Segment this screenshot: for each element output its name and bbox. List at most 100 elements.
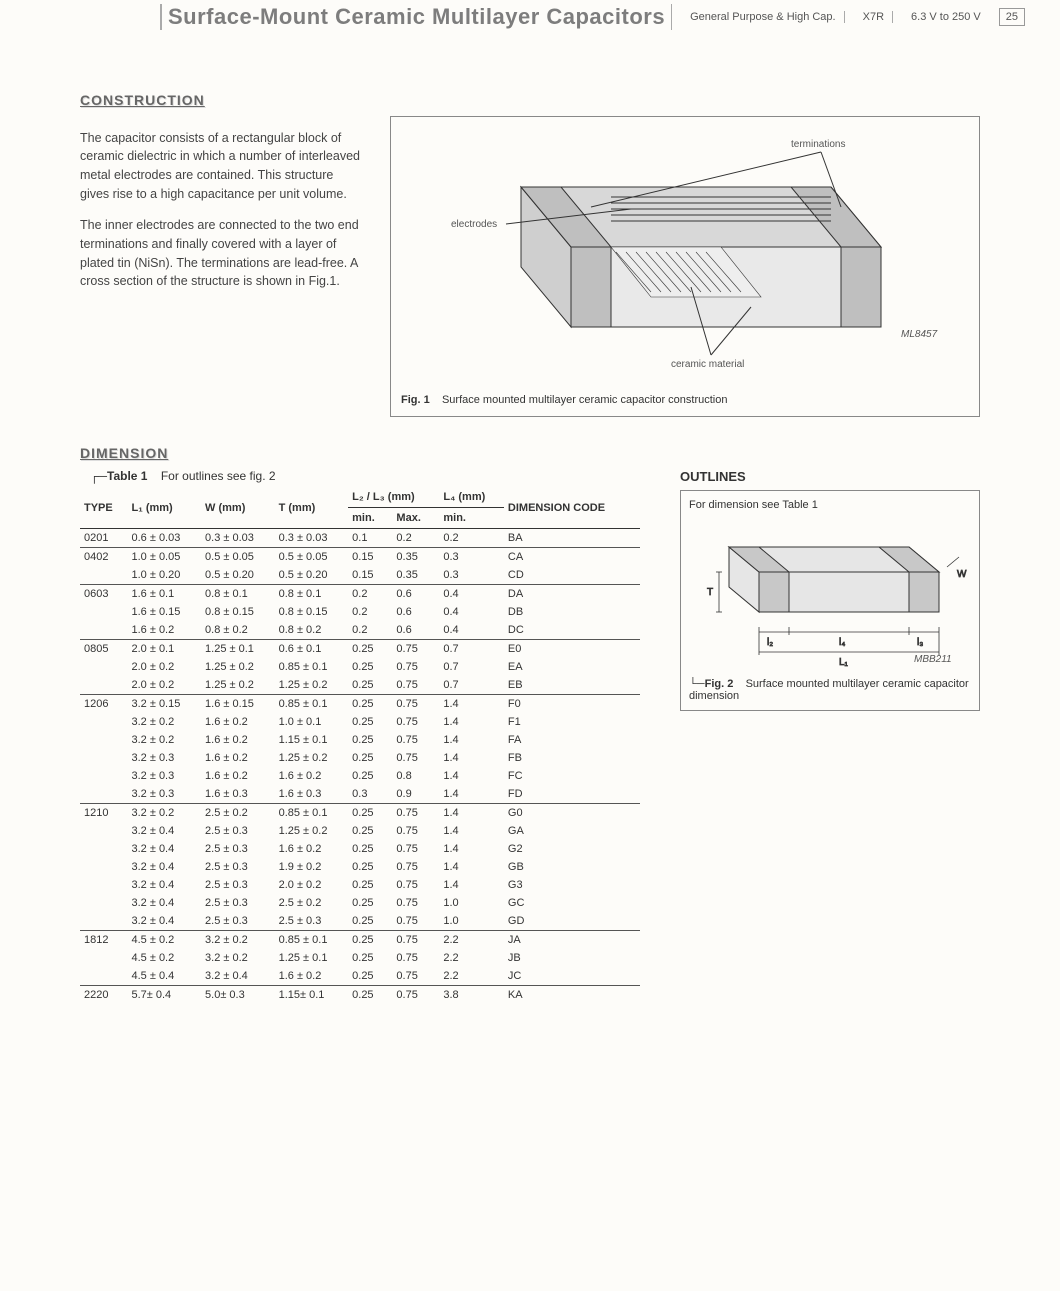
table-cell: 0.7 [439, 676, 504, 695]
th-type: TYPE [80, 487, 128, 529]
table-row: 1.0 ± 0.200.5 ± 0.200.5 ± 0.200.150.350.… [80, 566, 640, 585]
table-cell: 0.3 [439, 566, 504, 585]
table-cell: 4.5 ± 0.4 [128, 967, 202, 986]
table-cell: 1.4 [439, 840, 504, 858]
table-cell: 0.6 ± 0.03 [128, 529, 202, 548]
th-l23: L₂ / L₃ (mm) [348, 487, 439, 508]
th-t: T (mm) [275, 487, 349, 529]
table-cell: 2.5 ± 0.3 [201, 912, 275, 931]
th-l1: L₁ (mm) [128, 487, 202, 529]
table-cell: 0.8 ± 0.1 [201, 585, 275, 604]
table-row: 1.6 ± 0.150.8 ± 0.150.8 ± 0.150.20.60.4D… [80, 603, 640, 621]
svg-text:T: T [707, 587, 713, 598]
table-cell: 0.25 [348, 749, 392, 767]
table-cell: 0.2 [348, 585, 392, 604]
table-row: 3.2 ± 0.42.5 ± 0.31.25 ± 0.20.250.751.4G… [80, 822, 640, 840]
table-cell: 0.25 [348, 912, 392, 931]
table-cell: 0.75 [392, 986, 439, 1005]
table-cell: 5.7± 0.4 [128, 986, 202, 1005]
table-cell [80, 566, 128, 585]
table-cell: 2.5 ± 0.2 [201, 804, 275, 823]
table-cell: 3.2 ± 0.15 [128, 695, 202, 714]
table-cell: 1.6 ± 0.2 [128, 621, 202, 640]
table-cell: FA [504, 731, 640, 749]
table-cell: 0.8 ± 0.15 [275, 603, 349, 621]
table-cell: 1.6 ± 0.2 [275, 967, 349, 986]
table-cell: 0.75 [392, 858, 439, 876]
table-cell: 0.35 [392, 566, 439, 585]
table-row: 3.2 ± 0.31.6 ± 0.21.25 ± 0.20.250.751.4F… [80, 749, 640, 767]
table-row: 3.2 ± 0.21.6 ± 0.21.0 ± 0.10.250.751.4F1 [80, 713, 640, 731]
table-cell: 0.6 [392, 621, 439, 640]
table-cell [80, 658, 128, 676]
table-cell: 0.75 [392, 822, 439, 840]
table-cell: 0.25 [348, 676, 392, 695]
table-cell: 2.2 [439, 931, 504, 950]
table-cell: 0.25 [348, 858, 392, 876]
table-cell: 0201 [80, 529, 128, 548]
header-title: Surface-Mount Ceramic Multilayer Capacit… [160, 4, 672, 30]
table-cell: 0.5 ± 0.05 [201, 548, 275, 567]
table-cell: 2.5 ± 0.3 [201, 822, 275, 840]
table-cell: 0.25 [348, 894, 392, 912]
table-cell: 1.6 ± 0.3 [275, 785, 349, 804]
table-cell: 1.6 ± 0.2 [201, 713, 275, 731]
page-header: Surface-Mount Ceramic Multilayer Capacit… [0, 0, 1060, 32]
table-cell: 1210 [80, 804, 128, 823]
table-cell: 0.1 [348, 529, 392, 548]
dimension-row: ┌─Table 1 For outlines see fig. 2 TYPE L… [80, 469, 980, 1004]
table-cell: 0.75 [392, 695, 439, 714]
table-cell: 3.2 ± 0.2 [201, 949, 275, 967]
table-cell: EB [504, 676, 640, 695]
table-cell: 2.5 ± 0.3 [275, 912, 349, 931]
table-cell: 0.75 [392, 804, 439, 823]
fig1-code: ML8457 [901, 329, 938, 340]
svg-text:l₃: l₃ [917, 637, 923, 648]
table-cell: 0.75 [392, 967, 439, 986]
construction-row: The capacitor consists of a rectangular … [80, 116, 980, 417]
figure-2-svg: T W l₂ l₄ l₃ L₁ [689, 517, 969, 667]
svg-text:l₄: l₄ [839, 637, 845, 648]
fig1-label-electrodes: electrodes [451, 219, 497, 230]
table-cell: 1.4 [439, 858, 504, 876]
table-cell: E0 [504, 640, 640, 659]
table-cell: 3.2 ± 0.2 [201, 931, 275, 950]
table-cell: 1.0 [439, 894, 504, 912]
table-cell: 0603 [80, 585, 128, 604]
table-cell: FC [504, 767, 640, 785]
construction-para1: The capacitor consists of a rectangular … [80, 129, 360, 204]
outlines-area: OUTLINES For dimension see Table 1 [680, 469, 980, 711]
table-cell: 0.6 [392, 585, 439, 604]
table-cell: 0.4 [439, 621, 504, 640]
table-cell: 3.2 ± 0.4 [128, 876, 202, 894]
table-cell: 3.2 ± 0.4 [128, 858, 202, 876]
table-cell: 0.2 [392, 529, 439, 548]
table-row: 18124.5 ± 0.23.2 ± 0.20.85 ± 0.10.250.75… [80, 931, 640, 950]
table-cell: 0.25 [348, 967, 392, 986]
table-cell: 1.25 ± 0.1 [275, 949, 349, 967]
table-cell: 3.2 ± 0.4 [128, 894, 202, 912]
table-cell: 0.25 [348, 840, 392, 858]
table-cell: G3 [504, 876, 640, 894]
table-cell: 0.25 [348, 640, 392, 659]
table-cell: 0.7 [439, 658, 504, 676]
table-row: 3.2 ± 0.42.5 ± 0.32.5 ± 0.30.250.751.0GD [80, 912, 640, 931]
table-cell: 1.0 [439, 912, 504, 931]
table-cell [80, 858, 128, 876]
table-cell: 2.0 ± 0.1 [128, 640, 202, 659]
table-row: 4.5 ± 0.43.2 ± 0.41.6 ± 0.20.250.752.2JC [80, 967, 640, 986]
table-cell: 1.9 ± 0.2 [275, 858, 349, 876]
table-cell: 0.25 [348, 695, 392, 714]
table-cell [80, 767, 128, 785]
table-cell: 0402 [80, 548, 128, 567]
fig1-label-terminations: terminations [791, 139, 845, 150]
construction-para2: The inner electrodes are connected to th… [80, 216, 360, 291]
svg-text:L₁: L₁ [839, 657, 849, 667]
table-cell: 1.25 ± 0.2 [275, 749, 349, 767]
table-cell: 1.6 ± 0.1 [128, 585, 202, 604]
table-cell: 0.15 [348, 566, 392, 585]
construction-text: The capacitor consists of a rectangular … [80, 116, 360, 304]
table-cell: CD [504, 566, 640, 585]
table-cell: 2.2 [439, 967, 504, 986]
table-row: 06031.6 ± 0.10.8 ± 0.10.8 ± 0.10.20.60.4… [80, 585, 640, 604]
